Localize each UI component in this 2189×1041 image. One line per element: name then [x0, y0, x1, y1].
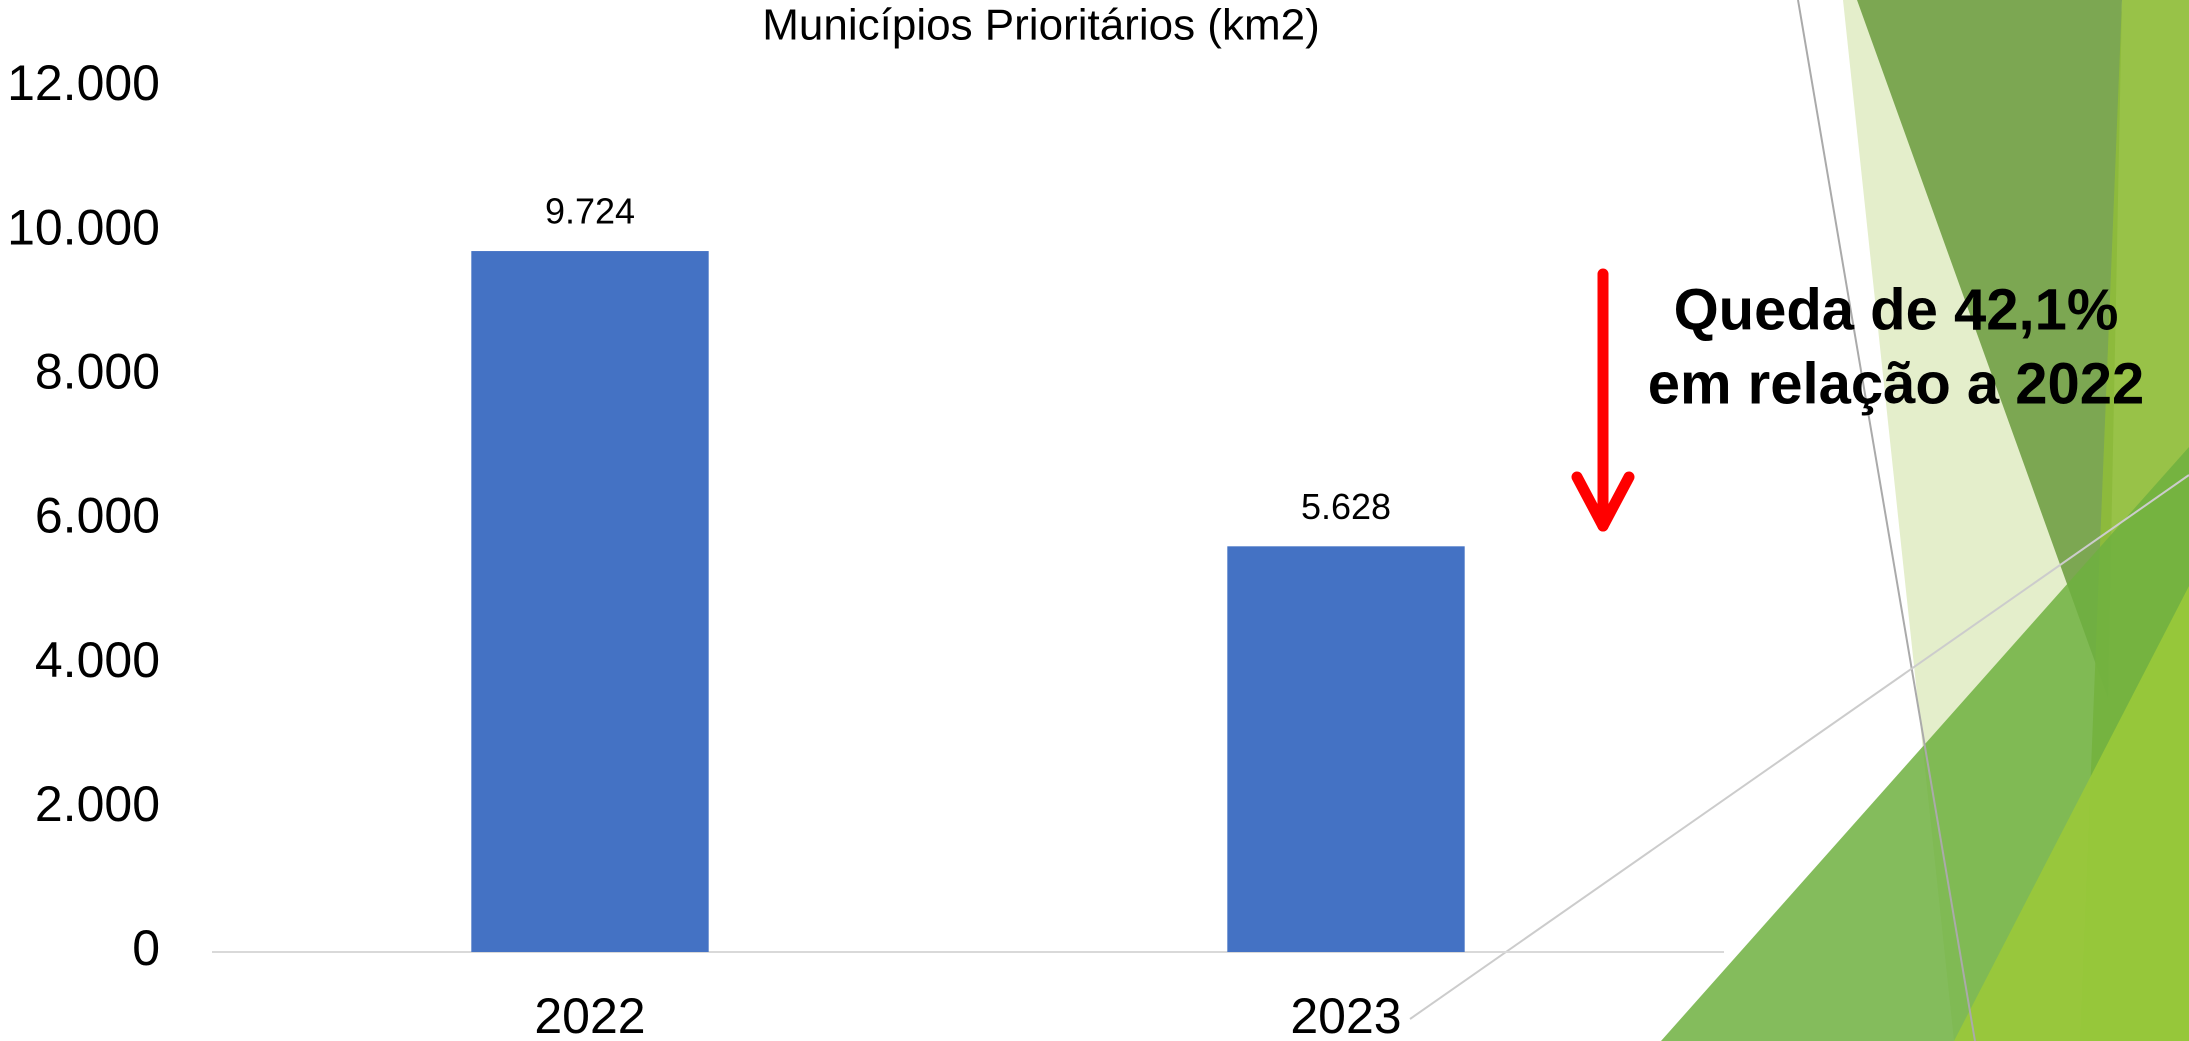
- y-tick-label: 0: [132, 920, 160, 976]
- value-label: 5.628: [1301, 486, 1391, 527]
- arrow: [1571, 268, 1635, 532]
- y-tick-label: 4.000: [35, 632, 160, 688]
- annotation: em relação a 2022: [1648, 351, 2145, 416]
- y-tick-label: 12.000: [7, 55, 160, 111]
- y-tick-label: 8.000: [35, 344, 160, 400]
- chart-title: Municípios Prioritários (km2): [762, 1, 1319, 50]
- x-tick-label: 2022: [534, 988, 645, 1041]
- value-label: 9.724: [545, 191, 635, 232]
- bar: [1227, 546, 1465, 952]
- bar: [471, 251, 709, 953]
- x-tick-label: 2023: [1290, 988, 1401, 1041]
- decoration: [1409, 0, 2189, 1041]
- y-tick-label: 10.000: [7, 199, 160, 255]
- annotation: Queda de 42,1%: [1674, 277, 2119, 342]
- y-tick-label: 6.000: [35, 488, 160, 544]
- y-tick-label: 2.000: [35, 776, 160, 832]
